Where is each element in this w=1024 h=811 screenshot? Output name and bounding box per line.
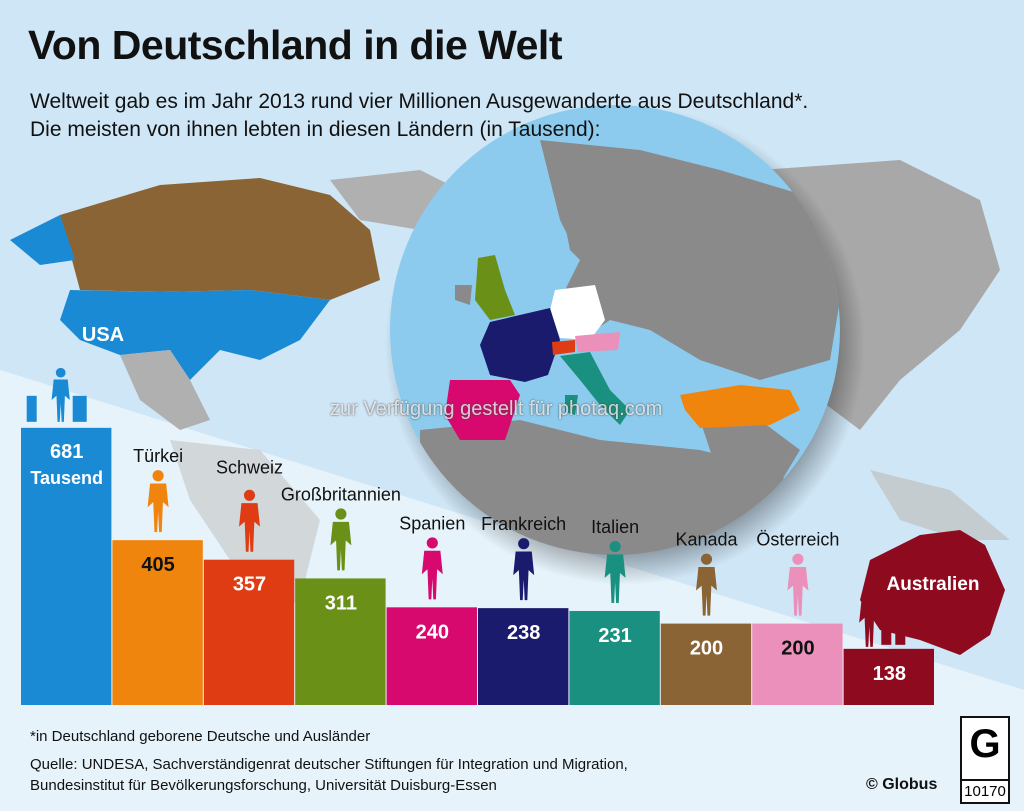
- category-label-8: Österreich: [756, 530, 839, 550]
- source-line-2: Bundesinstitut für Bevölkerungsforschung…: [30, 777, 497, 794]
- bar-0: [21, 427, 112, 705]
- person-icon-5: [513, 538, 535, 601]
- map-great-britain: [475, 255, 515, 320]
- bar-4: [386, 607, 477, 705]
- graphic-number: 10170: [962, 779, 1008, 800]
- category-label-9: Australien: [887, 574, 980, 595]
- aus-bar-icon-a: [881, 614, 892, 645]
- person-icon-2: [239, 489, 260, 552]
- value-label-0: 681: [50, 441, 83, 463]
- bar-5: [478, 608, 569, 705]
- person-icon-7: [696, 553, 717, 616]
- page-title: Von Deutschland in die Welt: [28, 22, 562, 68]
- map-ireland: [455, 285, 472, 305]
- category-label-0: USA: [82, 324, 124, 346]
- usa-bar-icon-b: [72, 395, 87, 422]
- map-alaska: [10, 215, 75, 265]
- person-icon-8: [787, 553, 809, 616]
- usa-bar-icon-a: [26, 395, 37, 422]
- person-icon-9: [859, 586, 880, 647]
- globus-credit: © Globus: [866, 776, 938, 793]
- map-australia: [860, 530, 1005, 655]
- value-label-2: 357: [233, 574, 266, 596]
- category-label-4: Spanien: [399, 513, 465, 533]
- bar-1: [112, 540, 203, 705]
- person-icon-1: [147, 470, 169, 533]
- person-icon-4: [421, 537, 443, 600]
- person-icon-3: [330, 508, 352, 571]
- category-label-1: Türkei: [133, 446, 183, 466]
- map-switzerland: [552, 340, 575, 355]
- category-label-3: Großbritannien: [281, 484, 401, 504]
- map-germany: [550, 285, 605, 340]
- map-france: [480, 308, 560, 382]
- map-canada: [60, 178, 380, 300]
- globus-logo: G 10170: [960, 716, 1010, 804]
- bar-9: [843, 648, 934, 705]
- unit-label: Tausend: [30, 468, 103, 488]
- map-austria: [575, 332, 620, 352]
- value-label-1: 405: [141, 554, 174, 576]
- person-icon-0: [51, 367, 70, 422]
- map-italy: [560, 352, 630, 425]
- category-label-2: Schweiz: [216, 458, 283, 478]
- bar-6: [569, 610, 660, 705]
- map-turkey: [680, 385, 800, 428]
- category-label-6: Italien: [591, 517, 639, 537]
- map-middle-east: [700, 420, 800, 500]
- bar-8: [752, 623, 843, 705]
- value-label-4: 240: [416, 621, 449, 643]
- value-label-3: 311: [325, 592, 357, 614]
- subtitle-line-1: Weltweit gab es im Jahr 2013 rund vier M…: [30, 90, 809, 113]
- bar-7: [660, 623, 752, 705]
- map-usa: [60, 290, 330, 380]
- value-label-6: 231: [598, 625, 631, 647]
- bar-3: [295, 578, 386, 705]
- value-label-7: 200: [690, 638, 723, 660]
- map-spain: [445, 380, 520, 440]
- bar-2: [203, 559, 295, 705]
- subtitle: Weltweit gab es im Jahr 2013 rund vier M…: [30, 88, 808, 144]
- subtitle-line-2: Die meisten von ihnen lebten in diesen L…: [30, 118, 601, 141]
- value-label-8: 200: [781, 638, 814, 660]
- value-label-5: 238: [507, 622, 540, 644]
- value-label-9: 138: [873, 663, 906, 685]
- map-indonesia: [870, 470, 1010, 540]
- map-scandinavia: [560, 160, 640, 270]
- aus-bar-icon-b: [895, 624, 906, 645]
- map-mexico: [120, 350, 210, 430]
- footnote: *in Deutschland geborene Deutsche und Au…: [30, 728, 371, 745]
- source-line-1: Quelle: UNDESA, Sachverständigenrat deut…: [30, 756, 628, 773]
- globus-logo-letter: G: [969, 722, 1001, 766]
- watermark: zur Verfügung gestellt für photaq.com: [330, 398, 663, 420]
- category-label-7: Kanada: [675, 530, 738, 550]
- person-icon-6: [604, 540, 626, 603]
- category-label-5: Frankreich: [481, 514, 566, 534]
